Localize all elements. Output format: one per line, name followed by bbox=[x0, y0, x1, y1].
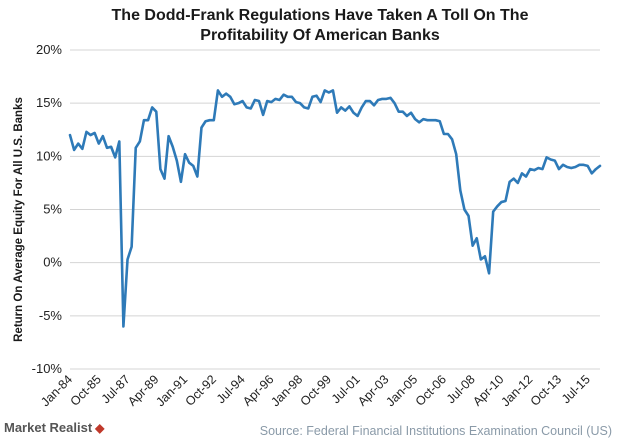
x-tick-label: Jul-15 bbox=[559, 372, 593, 406]
y-tick-label: -5% bbox=[39, 308, 63, 323]
x-tick-label: Jan-05 bbox=[383, 372, 420, 409]
y-tick-label: -10% bbox=[32, 361, 63, 376]
y-tick-label: 10% bbox=[36, 148, 62, 163]
x-tick-label: Oct-85 bbox=[68, 372, 104, 408]
brand-name: Market Realist bbox=[4, 420, 93, 435]
x-tick-label: Oct-92 bbox=[183, 372, 219, 408]
chart-title: The Dodd-Frank Regulations Have Taken A … bbox=[60, 6, 580, 46]
x-tick-label: Oct-06 bbox=[413, 372, 449, 408]
x-tick-label: Jan-84 bbox=[38, 372, 75, 409]
source-note: Source: Federal Financial Institutions E… bbox=[259, 424, 612, 438]
y-tick-label: 5% bbox=[43, 202, 62, 217]
x-tick-label: Oct-13 bbox=[528, 372, 564, 408]
y-tick-label: 20% bbox=[36, 42, 62, 57]
y-tick-label: 15% bbox=[36, 95, 62, 110]
brand-logo: Market Realist ◆ bbox=[4, 420, 104, 435]
x-tick-label: Jan-12 bbox=[498, 372, 535, 409]
brand-mark-icon: ◆ bbox=[95, 420, 105, 435]
x-tick-label: Oct-99 bbox=[298, 372, 334, 408]
y-axis-label: Return On Average Equity For All U.S. Ba… bbox=[13, 97, 25, 342]
chart-title-line-2: Profitability Of American Banks bbox=[200, 27, 440, 44]
series-line bbox=[68, 89, 602, 328]
chart-title-line-1: The Dodd-Frank Regulations Have Taken A … bbox=[111, 7, 529, 24]
y-tick-label: 0% bbox=[43, 255, 62, 270]
x-tick-label: Jan-98 bbox=[268, 372, 305, 409]
x-tick-label: Jan-91 bbox=[153, 372, 190, 409]
